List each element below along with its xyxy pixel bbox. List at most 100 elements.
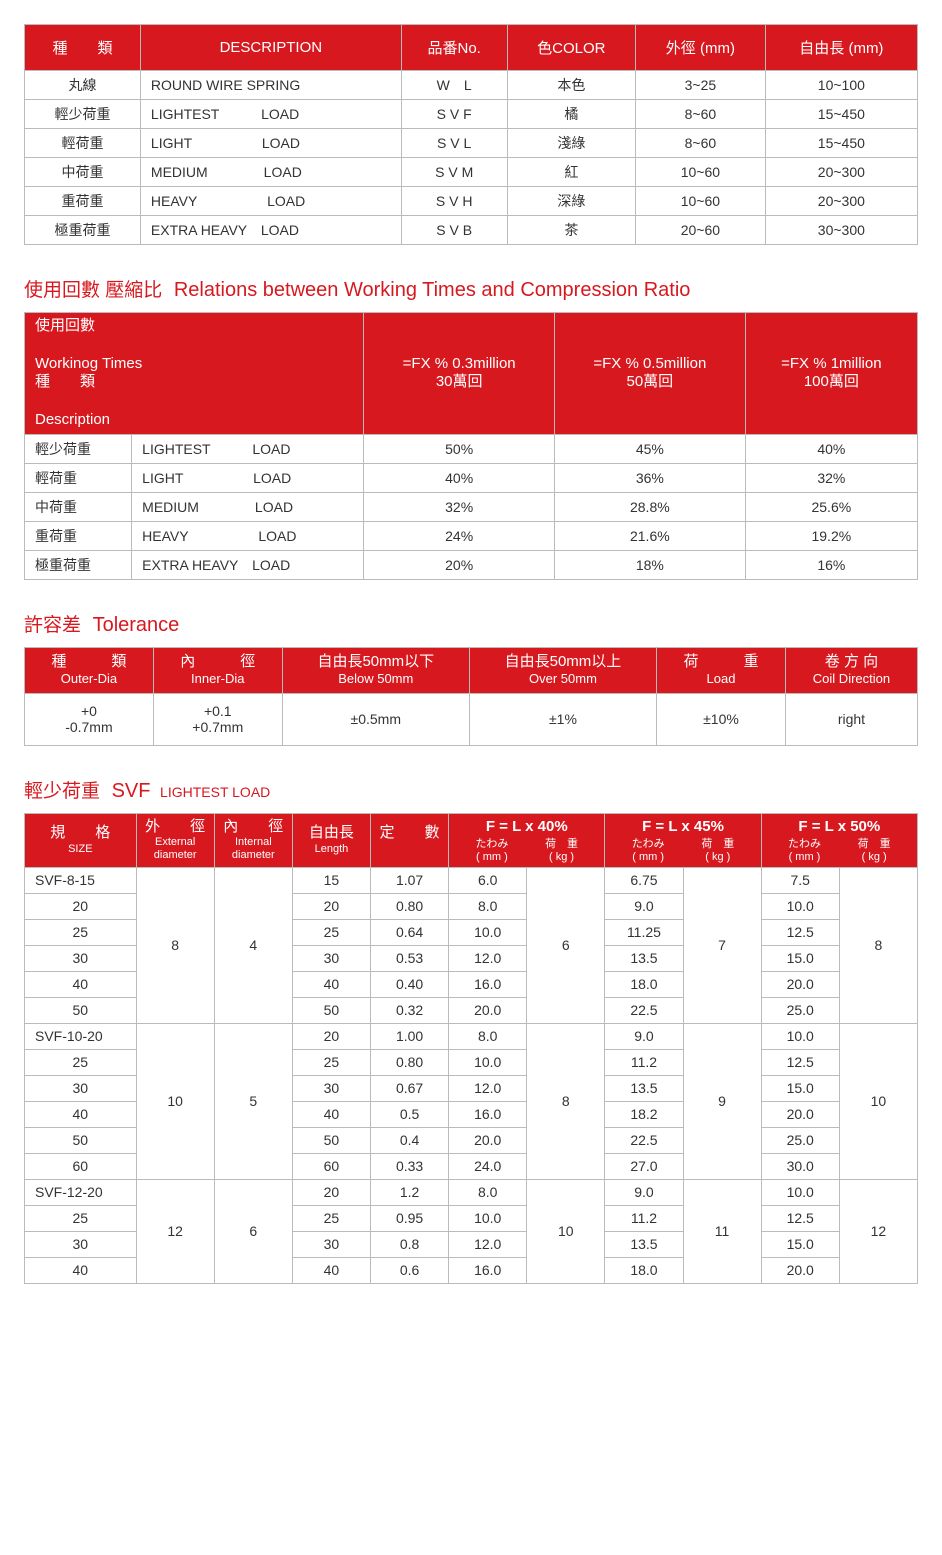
cell: 30 (25, 945, 137, 971)
cell: 40 (25, 1101, 137, 1127)
cell: S V M (401, 158, 507, 187)
table-row: 極重荷重EXTRA HEAVY LOADS V B茶20~6030~300 (25, 216, 918, 245)
cell: 15~450 (765, 129, 917, 158)
cell: 16.0 (449, 1257, 527, 1283)
cell: 25 (292, 1205, 370, 1231)
cell: 22.5 (605, 997, 683, 1023)
cell: 36% (555, 463, 746, 492)
cell: 12.0 (449, 945, 527, 971)
cell: 20.0 (761, 1257, 839, 1283)
section-cn: 輕少荷重 (24, 781, 100, 802)
cell: 25 (292, 919, 370, 945)
cell: 0.32 (371, 997, 449, 1023)
cell: S V L (401, 129, 507, 158)
lbl: 50萬回 (563, 373, 737, 392)
cell: 30.0 (761, 1153, 839, 1179)
table-row: 輕荷重LIGHT LOADS V L淺綠8~6015~450 (25, 129, 918, 158)
cell: LIGHT LOAD (140, 129, 401, 158)
cell: W L (401, 71, 507, 100)
cell: 7.5 (761, 867, 839, 893)
cell: 11.2 (605, 1205, 683, 1231)
cell: 1.2 (371, 1179, 449, 1205)
table-row: 重荷重HEAVY LOADS V H深綠10~6020~300 (25, 187, 918, 216)
col-header: 種 類 (25, 25, 141, 71)
cell: 25 (25, 1205, 137, 1231)
cell: 24% (364, 521, 555, 550)
cell: 0.67 (371, 1075, 449, 1101)
cell: 16.0 (449, 1101, 527, 1127)
cell: 重荷重 (25, 187, 141, 216)
section-title-relations: 使用回數 壓縮比 Relations between Working Times… (24, 275, 918, 302)
cell: 20% (364, 550, 555, 579)
cell: 12.0 (449, 1075, 527, 1101)
cell: 12.5 (761, 919, 839, 945)
cell: S V F (401, 100, 507, 129)
cell: 40% (364, 463, 555, 492)
cell: 輕少荷重 (25, 100, 141, 129)
cell: S V B (401, 216, 507, 245)
section-code: SVF (112, 780, 151, 802)
cell: 0.40 (371, 971, 449, 997)
cell: 21.6% (555, 521, 746, 550)
col-header: DESCRIPTION (140, 25, 401, 71)
tolerance-table: 種 類Outer-Dia內 徑Inner-Dia自由長50mm以下Below 5… (24, 647, 918, 746)
cell: 輕荷重 (25, 129, 141, 158)
cell: 32% (364, 492, 555, 521)
lbl: Workinog Times (35, 355, 355, 374)
cell: 30 (292, 1075, 370, 1101)
cell: 20 (292, 1179, 370, 1205)
cell: 15.0 (761, 945, 839, 971)
section-en: Tolerance (93, 614, 180, 636)
t2-h-left: 使用回數 Workinog Times 種 類 Description (25, 313, 364, 435)
section-cn: 使用回數 壓縮比 (24, 280, 162, 301)
lbl: 種 類 (35, 373, 355, 392)
cell: 9.0 (605, 1023, 683, 1049)
cell: EXTRA HEAVY LOAD (140, 216, 401, 245)
cell: 10.0 (761, 1023, 839, 1049)
cell: MEDIUM LOAD (132, 492, 364, 521)
table-row: 輕少荷重LIGHTEST LOAD50%45%40% (25, 434, 918, 463)
cell: S V H (401, 187, 507, 216)
table-row: 輕少荷重LIGHTEST LOADS V F橘8~6015~450 (25, 100, 918, 129)
cell: 25.0 (761, 997, 839, 1023)
cell: 28.8% (555, 492, 746, 521)
cell: 3~25 (636, 71, 766, 100)
table-row: 丸線ROUND WIRE SPRINGW L本色3~2510~100 (25, 71, 918, 100)
cell: 18.0 (605, 1257, 683, 1283)
cell: 16.0 (449, 971, 527, 997)
cell: 11.25 (605, 919, 683, 945)
col-header: 定 數 (371, 813, 449, 867)
cell: 40 (292, 971, 370, 997)
lbl: =FX % 0.5million (563, 355, 737, 374)
table-row: SVF-10-20105201.008.089.0910.010 (25, 1023, 918, 1049)
cell: 50 (292, 1127, 370, 1153)
cell: 0.33 (371, 1153, 449, 1179)
cell: 0.80 (371, 893, 449, 919)
cell: HEAVY LOAD (140, 187, 401, 216)
cell: 13.5 (605, 1075, 683, 1101)
cell: 11 (683, 1179, 761, 1283)
cell: 12.5 (761, 1205, 839, 1231)
t2-h-c3: =FX % 1million100萬回 (745, 313, 917, 435)
cell: 15.0 (761, 1075, 839, 1101)
cell: 0.8 (371, 1231, 449, 1257)
cell: 5 (214, 1023, 292, 1179)
table-row: 重荷重HEAVY LOAD24%21.6%19.2% (25, 521, 918, 550)
cell: 8.0 (449, 893, 527, 919)
cell: 9 (683, 1023, 761, 1179)
cell: 極重荷重 (25, 550, 132, 579)
table-row: 中荷重MEDIUM LOADS V M紅10~6020~300 (25, 158, 918, 187)
col-header: 種 類Outer-Dia (25, 647, 154, 693)
table-row: SVF-12-20126201.28.0109.01110.012 (25, 1179, 918, 1205)
col-header: 內 徑Inner-Dia (153, 647, 282, 693)
lbl: 100萬回 (754, 373, 909, 392)
cell: 40% (745, 434, 917, 463)
col-header: F = L x 50%たわみ( mm )荷 重( kg ) (761, 813, 917, 867)
cell: 20.0 (449, 997, 527, 1023)
section-title-tolerance: 許容差 Tolerance (24, 610, 918, 637)
cell: 8~60 (636, 100, 766, 129)
lbl: =FX % 0.3million (372, 355, 546, 374)
col-header: F = L x 40%たわみ( mm )荷 重( kg ) (449, 813, 605, 867)
cell: 16% (745, 550, 917, 579)
cell: 20~300 (765, 187, 917, 216)
